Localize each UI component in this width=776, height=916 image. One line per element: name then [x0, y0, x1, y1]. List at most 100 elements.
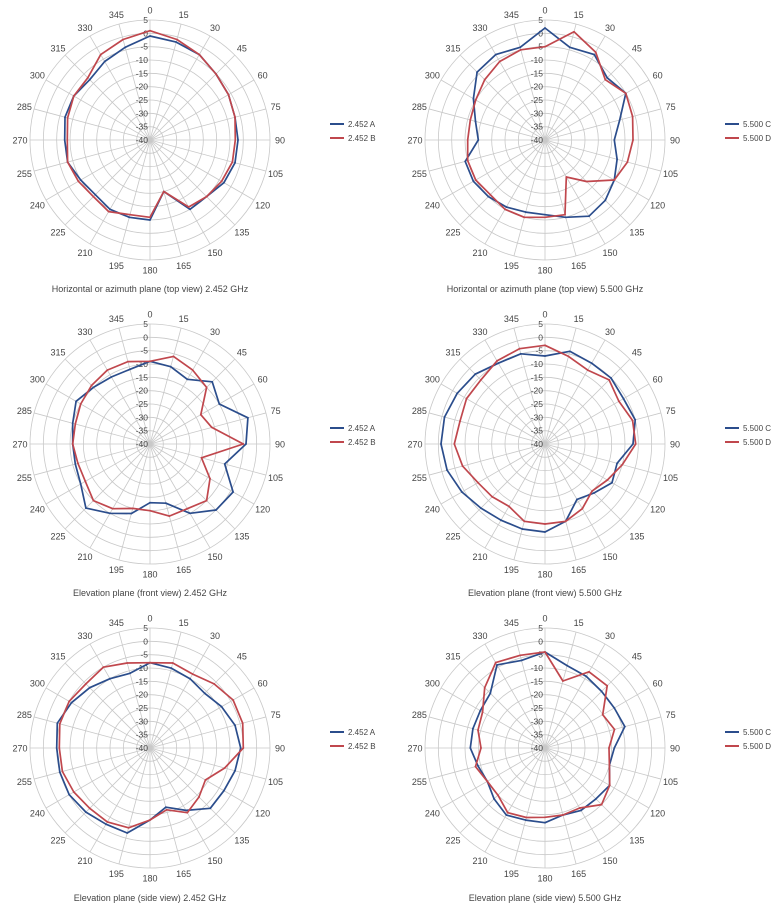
data-point — [505, 814, 508, 816]
angle-spoke — [33, 443, 151, 476]
data-point — [494, 661, 497, 664]
angle-spoke — [544, 139, 606, 245]
radial-tick-label: 5 — [538, 319, 543, 329]
angle-spoke — [544, 662, 631, 749]
data-point — [165, 808, 168, 811]
radial-tick-label: -30 — [531, 412, 544, 422]
data-point — [632, 139, 634, 141]
radial-tick-label: -25 — [136, 95, 149, 105]
legend: 5.500 C 5.500 D — [725, 728, 771, 751]
angle-spoke — [544, 139, 577, 257]
radial-tick-label: -10 — [136, 55, 149, 65]
data-point — [573, 30, 575, 33]
data-point — [204, 779, 207, 781]
angle-spoke — [544, 747, 662, 780]
angle-tick-label: 240 — [425, 201, 440, 211]
data-point — [593, 53, 596, 56]
angle-tick-label: 255 — [412, 473, 427, 483]
data-point — [544, 213, 546, 216]
angle-spoke — [484, 443, 546, 549]
angle-spoke — [513, 443, 546, 561]
data-point — [608, 764, 611, 767]
data-point — [634, 418, 637, 421]
data-point — [106, 369, 109, 371]
angle-spoke — [428, 747, 546, 780]
data-point — [242, 443, 245, 445]
data-point — [92, 195, 95, 198]
angle-spoke — [149, 747, 255, 809]
angle-tick-label: 15 — [179, 314, 189, 324]
angle-tick-label: 150 — [207, 248, 222, 258]
data-point — [171, 662, 174, 664]
angle-tick-label: 0 — [542, 310, 547, 320]
angle-tick-label: 225 — [51, 227, 66, 237]
data-point — [461, 491, 463, 493]
data-point — [103, 60, 106, 63]
data-point — [564, 216, 567, 219]
radial-tick-label: -35 — [531, 426, 544, 436]
radial-tick-label: -10 — [531, 663, 544, 673]
radial-tick-label: -25 — [136, 399, 149, 409]
data-point — [63, 139, 66, 141]
data-point — [519, 352, 522, 355]
angle-spoke — [64, 662, 151, 749]
angle-spoke — [484, 643, 546, 749]
angle-spoke — [544, 443, 606, 549]
angle-tick-label: 30 — [210, 327, 220, 337]
data-point — [165, 502, 167, 505]
data-point — [564, 520, 567, 523]
data-point — [466, 139, 469, 141]
data-point — [593, 492, 595, 494]
data-point — [472, 180, 475, 183]
angle-spoke — [33, 747, 151, 780]
data-point — [210, 426, 213, 429]
angle-tick-label: 315 — [446, 652, 461, 662]
angle-tick-label: 270 — [407, 440, 422, 450]
data-point — [524, 211, 527, 214]
angle-spoke — [440, 687, 546, 749]
angle-spoke — [149, 747, 211, 853]
angle-tick-label: 105 — [268, 777, 283, 787]
data-point — [497, 794, 499, 796]
chart-caption: Horizontal or azimuth plane (top view) 2… — [51, 284, 249, 294]
radial-tick-label: 5 — [143, 15, 148, 25]
angle-spoke — [484, 35, 546, 141]
angle-tick-label: 45 — [237, 652, 247, 662]
angle-tick-label: 0 — [147, 6, 152, 16]
angle-tick-label: 30 — [210, 23, 220, 33]
data-point — [544, 344, 546, 347]
data-point — [595, 798, 597, 800]
angle-tick-label: 90 — [670, 440, 680, 450]
angle-tick-label: 285 — [412, 102, 427, 112]
data-point — [613, 179, 616, 181]
data-point — [189, 512, 191, 515]
radial-tick-label: -40 — [136, 743, 149, 753]
angle-spoke — [64, 443, 151, 530]
data-point — [72, 95, 75, 97]
angle-spoke — [544, 35, 606, 141]
angle-tick-label: 90 — [275, 440, 285, 450]
angle-tick-label: 330 — [472, 23, 487, 33]
angle-tick-label: 30 — [605, 327, 615, 337]
radial-tick-label: -5 — [535, 346, 543, 356]
data-point — [75, 400, 77, 403]
data-point — [479, 709, 482, 712]
data-point — [567, 355, 570, 358]
data-point — [213, 683, 216, 685]
data-point — [223, 181, 225, 184]
data-point — [594, 51, 597, 54]
angle-spoke — [428, 443, 546, 476]
angle-spoke — [149, 108, 267, 141]
angle-tick-label: 180 — [142, 266, 157, 276]
angle-tick-label: 285 — [412, 710, 427, 720]
angle-tick-label: 195 — [504, 565, 519, 575]
polar-chart-2: 0 15 30 45 60 75 90 105 120 135 150 165 180 195 210 225… — [407, 6, 771, 276]
data-point — [74, 423, 77, 425]
data-point — [469, 119, 472, 121]
angle-tick-label: 105 — [663, 473, 678, 483]
angle-spoke — [459, 443, 546, 530]
data-point — [525, 816, 528, 819]
data-point — [606, 684, 609, 687]
angle-tick-label: 315 — [51, 44, 66, 54]
data-point — [130, 512, 133, 515]
